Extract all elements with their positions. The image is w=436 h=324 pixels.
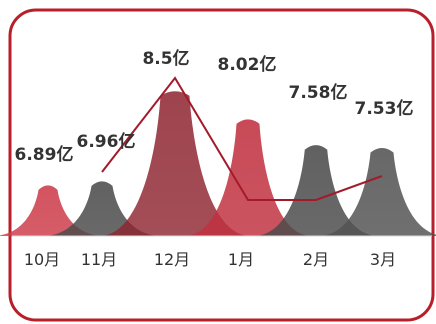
peak-5 [253, 145, 379, 236]
peak-1 [0, 185, 104, 236]
peak-2 [42, 181, 162, 236]
value-label-5: 7.58亿 [289, 82, 348, 103]
peak-4 [184, 119, 312, 236]
x-tick-label-5: 2月 [303, 250, 329, 269]
peaks-layer [0, 91, 436, 236]
trend-line [101, 76, 383, 201]
trend-line-layer [101, 76, 383, 201]
x-tick-label-3: 12月 [154, 250, 190, 269]
x-tick-label-4: 1月 [228, 250, 254, 269]
x-axis-ticks: 10月 11月 12月 1月 2月 3月 [24, 250, 396, 269]
peak-6 [318, 147, 436, 236]
value-label-2: 6.96亿 [77, 131, 136, 152]
value-label-1: 6.89亿 [15, 144, 74, 165]
x-tick-label-2: 11月 [81, 250, 117, 269]
value-label-6: 7.53亿 [355, 98, 414, 119]
peak-3 [99, 91, 251, 236]
chart-frame [8, 8, 435, 322]
value-label-3: 8.5亿 [142, 48, 189, 69]
x-tick-label-6: 3月 [370, 250, 396, 269]
x-tick-label-1: 10月 [24, 250, 60, 269]
value-label-4: 8.02亿 [218, 54, 277, 75]
